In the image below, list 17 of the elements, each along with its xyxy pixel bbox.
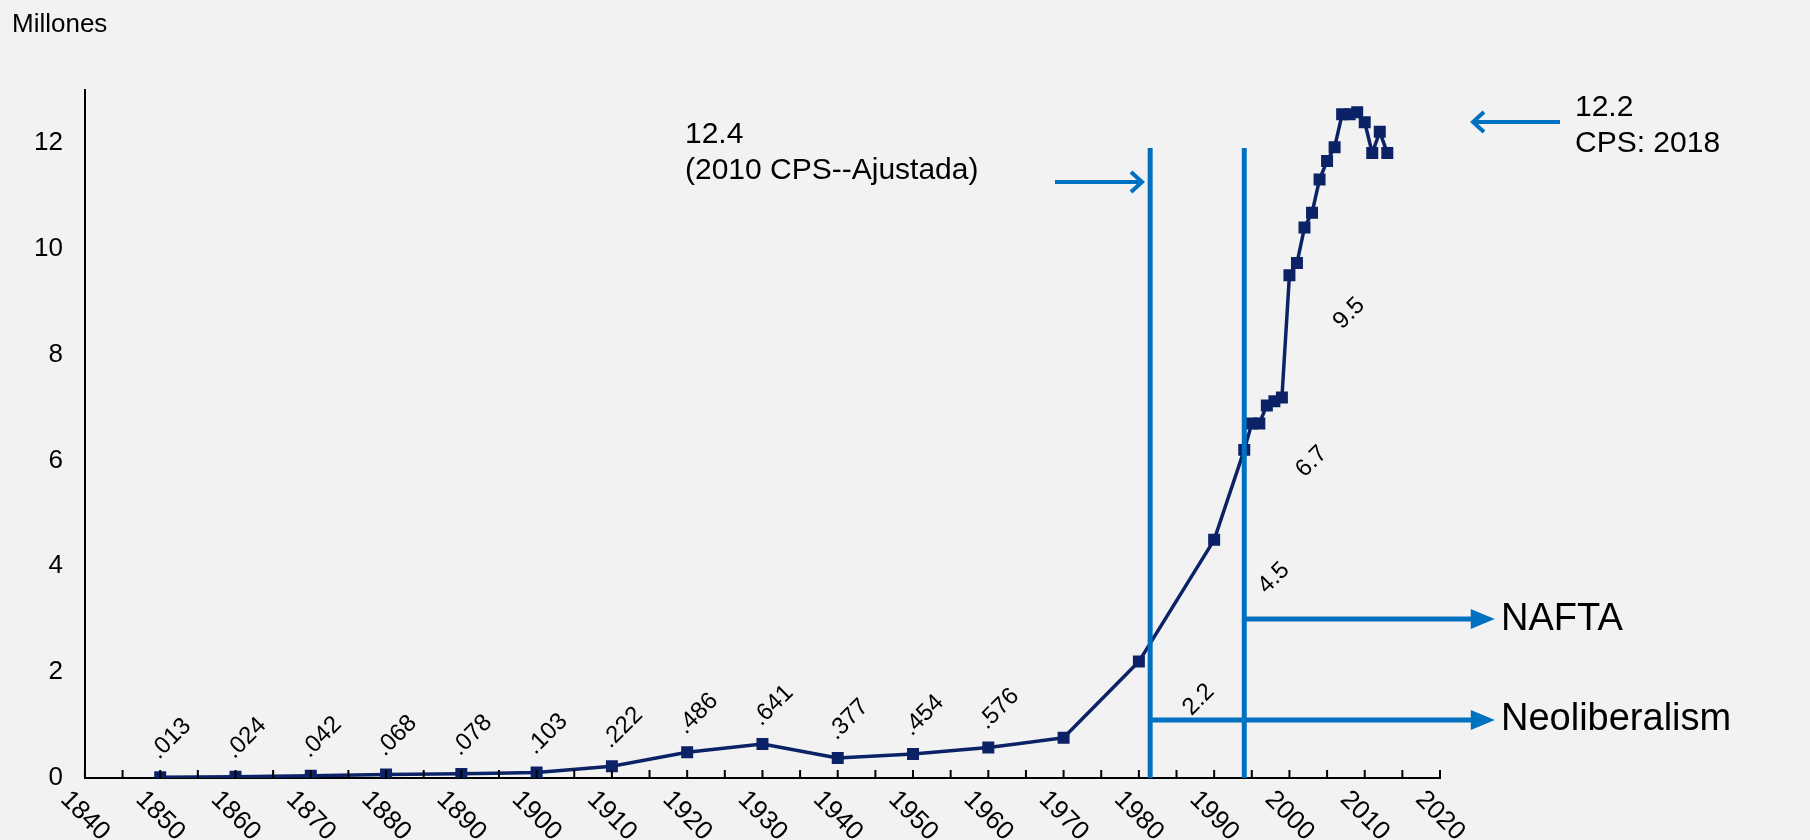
y-tick-label: 2: [48, 655, 63, 686]
y-tick-label: 4: [48, 549, 63, 580]
y-tick-label: 0: [48, 761, 63, 792]
y-tick-label: 12: [34, 126, 63, 157]
annotation: Neoliberalism: [1501, 696, 1732, 739]
annotation: 12.4 (2010 CPS--Ajustada): [685, 115, 979, 187]
data-label: .641: [745, 678, 798, 731]
y-axis-title: Millones: [12, 8, 108, 39]
y-tick-label: 6: [48, 443, 63, 474]
annotation: NAFTA: [1501, 595, 1624, 638]
data-label: 2.2: [1176, 677, 1219, 720]
y-tick-label: 8: [48, 337, 63, 368]
y-tick-label: 10: [34, 231, 63, 262]
data-label: 6.7: [1288, 438, 1332, 482]
data-label: 4.5: [1251, 555, 1294, 599]
text: 12.2 CPS: 2018: [1575, 88, 1721, 160]
data-label: 9.5: [1326, 290, 1370, 334]
